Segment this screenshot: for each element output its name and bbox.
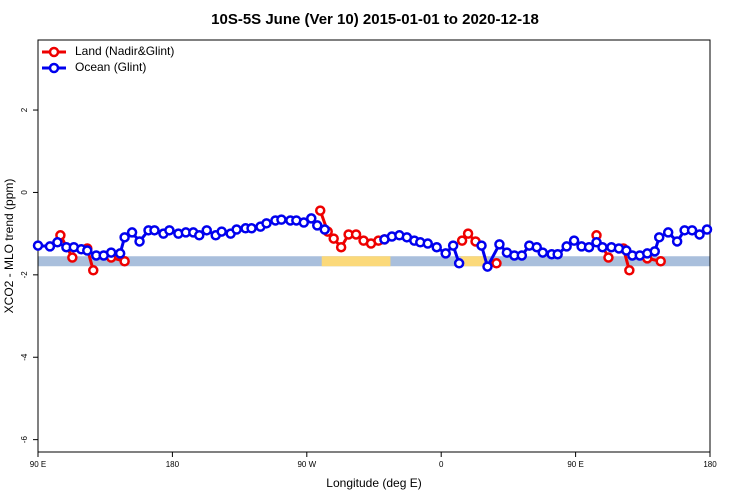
point <box>494 239 505 250</box>
point <box>537 247 548 258</box>
point <box>624 265 635 276</box>
legend-label: Ocean (Glint) <box>75 60 146 74</box>
point <box>456 235 468 246</box>
x-tick-label: 180 <box>703 460 717 469</box>
point <box>328 233 339 244</box>
point <box>119 255 130 267</box>
y-tick-label: 0 <box>20 190 29 195</box>
land-band <box>321 256 391 267</box>
point <box>276 214 287 225</box>
point <box>88 265 99 276</box>
point <box>261 218 272 229</box>
point <box>194 230 205 241</box>
point <box>350 229 362 240</box>
point <box>246 223 257 234</box>
point <box>44 241 56 252</box>
y-tick-label: 2 <box>20 107 29 112</box>
y-tick-label: -6 <box>20 436 29 444</box>
x-axis-label: Longitude (deg E) <box>326 476 421 490</box>
point <box>32 240 44 251</box>
point <box>201 225 212 236</box>
point <box>568 235 580 246</box>
point <box>119 232 130 243</box>
point <box>597 241 608 253</box>
land-band <box>460 256 488 267</box>
point <box>312 220 323 231</box>
point <box>216 226 227 237</box>
point <box>105 247 117 258</box>
point <box>552 248 563 260</box>
x-tick-label: 0 <box>439 460 444 469</box>
point <box>67 252 78 263</box>
point <box>686 225 698 236</box>
point <box>306 213 317 224</box>
point <box>701 224 713 235</box>
point <box>649 246 660 257</box>
point <box>314 205 326 216</box>
point <box>298 217 310 228</box>
point <box>694 229 705 240</box>
point <box>603 252 614 263</box>
point <box>453 258 465 269</box>
y-tick-label: -2 <box>20 271 29 279</box>
point <box>335 241 347 253</box>
x-tick-label: 90 W <box>297 460 316 469</box>
point <box>662 227 674 238</box>
x-tick-label: 90 E <box>30 460 46 469</box>
point <box>462 228 474 239</box>
point <box>82 245 93 256</box>
x-tick-label: 90 E <box>567 460 583 469</box>
point <box>671 236 683 247</box>
point <box>583 241 595 253</box>
point <box>440 248 451 259</box>
point <box>431 241 442 253</box>
legend-marker <box>48 62 60 74</box>
point <box>319 224 330 235</box>
legend-marker <box>48 46 60 58</box>
x-tick-label: 180 <box>166 460 180 469</box>
point <box>655 255 666 267</box>
point <box>52 237 63 248</box>
legend-label: Land (Nadir&Glint) <box>75 44 174 58</box>
point <box>164 225 175 236</box>
chart-title: 10S-5S June (Ver 10) 2015-01-01 to 2020-… <box>211 11 539 28</box>
point <box>126 227 138 238</box>
point <box>653 232 665 243</box>
y-axis-label: XCO2 - MLO trend (ppm) <box>2 179 16 314</box>
y-tick-label: -4 <box>20 353 29 361</box>
point <box>231 224 242 235</box>
point <box>516 250 528 261</box>
point <box>561 241 572 252</box>
point <box>149 225 160 236</box>
point <box>114 248 126 259</box>
point <box>491 258 502 269</box>
point <box>476 240 487 251</box>
point <box>482 261 493 272</box>
point <box>447 240 459 251</box>
point <box>422 238 434 249</box>
point <box>134 236 145 247</box>
